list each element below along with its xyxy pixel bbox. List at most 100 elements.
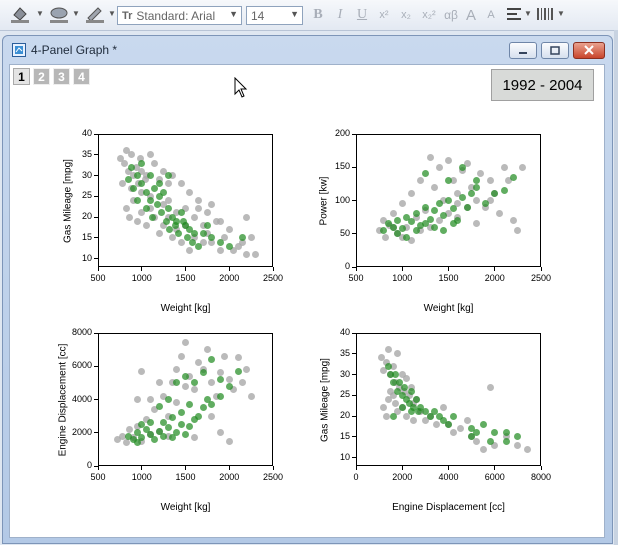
- data-point: [122, 205, 130, 213]
- y-tick-label: 40: [339, 327, 350, 337]
- data-point: [164, 180, 172, 188]
- y-tick-label: 20: [81, 211, 92, 222]
- data-point: [514, 433, 522, 441]
- graph-window-icon: [12, 43, 26, 57]
- shrink-font-button[interactable]: A: [487, 9, 495, 21]
- data-point: [125, 432, 133, 440]
- data-point: [138, 437, 146, 445]
- layer-tab-2[interactable]: 2: [33, 68, 50, 85]
- data-point: [482, 200, 489, 208]
- x-tick-label: 500: [348, 273, 364, 283]
- fill-color-button[interactable]: [4, 4, 36, 26]
- y-tick: [94, 365, 98, 367]
- data-point: [445, 210, 452, 218]
- x-tick-label: 1500: [175, 472, 196, 482]
- font-size-value: 14: [251, 8, 265, 23]
- layer-tab-4[interactable]: 4: [73, 68, 90, 85]
- data-point: [472, 177, 480, 185]
- y-tick-label: 0: [86, 460, 92, 470]
- data-point: [440, 404, 448, 412]
- window-titlebar[interactable]: 4-Panel Graph *: [3, 36, 612, 64]
- data-point: [190, 379, 198, 387]
- data-point: [164, 213, 172, 221]
- y-tick: [352, 436, 356, 438]
- data-point: [208, 412, 216, 420]
- plot-area[interactable]: [356, 333, 541, 466]
- y-tick-label: 200: [334, 128, 350, 138]
- data-point: [514, 226, 522, 234]
- line-color-button[interactable]: [82, 4, 108, 26]
- data-point: [398, 233, 406, 241]
- data-point: [155, 180, 163, 188]
- data-point: [435, 163, 443, 171]
- barcode-button[interactable]: [535, 4, 555, 26]
- y-tick-label: 15: [81, 231, 92, 242]
- y-tick: [352, 332, 356, 334]
- pattern-button[interactable]: [46, 4, 72, 26]
- restore-icon: [550, 42, 560, 60]
- data-point: [449, 177, 457, 185]
- data-point: [435, 200, 443, 208]
- italic-button[interactable]: I: [337, 7, 343, 22]
- minimize-button[interactable]: [509, 42, 537, 59]
- data-point: [175, 230, 182, 238]
- data-point: [479, 445, 487, 453]
- data-point: [138, 367, 146, 375]
- y-tick-label: 30: [339, 368, 350, 379]
- y-tick-label: 0: [344, 261, 350, 271]
- data-point: [445, 177, 452, 185]
- chevron-down-icon[interactable]: ▼: [36, 9, 44, 18]
- close-button[interactable]: [573, 42, 605, 59]
- y-tick-label: 4000: [71, 393, 92, 404]
- chevron-down-icon[interactable]: ▼: [557, 9, 565, 18]
- plot-area[interactable]: [98, 134, 273, 267]
- data-point: [142, 188, 150, 196]
- restore-button[interactable]: [541, 42, 569, 59]
- chevron-down-icon[interactable]: ▼: [108, 9, 116, 18]
- chevron-down-icon[interactable]: ▼: [72, 9, 80, 18]
- data-point: [190, 234, 198, 242]
- data-point: [168, 172, 176, 180]
- chevron-down-icon[interactable]: ▼: [524, 9, 532, 18]
- layer-tab-3[interactable]: 3: [53, 68, 70, 85]
- graph-page[interactable]: 1 2 3 4 1992 - 2004 500 1000 1500 2000 2500 1…: [9, 64, 605, 538]
- data-point: [440, 197, 448, 204]
- data-point: [396, 379, 404, 387]
- data-point: [468, 190, 476, 198]
- data-point: [394, 350, 402, 358]
- font-size-dropdown[interactable]: 14 ▼: [246, 6, 303, 25]
- y-tick: [94, 133, 98, 135]
- plot-area[interactable]: [98, 333, 273, 466]
- right-edge-scrollbar[interactable]: [614, 30, 618, 545]
- data-point: [148, 213, 156, 221]
- data-point: [142, 425, 150, 433]
- data-point: [243, 251, 251, 259]
- y-tick-label: 20: [339, 410, 350, 421]
- data-point: [247, 392, 255, 400]
- y-tick-label: 2000: [71, 426, 92, 437]
- data-point: [164, 197, 172, 204]
- superscript-button[interactable]: x²: [379, 9, 389, 21]
- y-tick-label: 25: [81, 190, 92, 201]
- data-point: [472, 429, 480, 437]
- x-tick: [448, 267, 449, 271]
- barcode-icon: [537, 7, 553, 23]
- greek-button[interactable]: αβ: [444, 8, 458, 22]
- grow-font-button[interactable]: A: [465, 6, 476, 24]
- font-name-dropdown[interactable]: Tr Standard: Arial ▼: [117, 6, 242, 25]
- data-point: [182, 339, 189, 347]
- data-point: [133, 396, 141, 403]
- year-range-label[interactable]: 1992 - 2004: [491, 69, 594, 101]
- underline-button[interactable]: U: [356, 7, 368, 22]
- subscript-button[interactable]: x₂: [401, 9, 411, 21]
- data-point: [472, 197, 480, 204]
- data-point: [234, 367, 242, 375]
- data-point: [505, 177, 513, 185]
- supersub-button[interactable]: x₂²: [422, 9, 436, 21]
- x-tick-label: 0: [353, 472, 359, 482]
- data-point: [431, 408, 439, 416]
- layer-tab-1[interactable]: 1: [13, 68, 30, 85]
- data-point: [398, 371, 406, 379]
- bold-button[interactable]: B: [313, 7, 323, 22]
- align-button[interactable]: [505, 4, 523, 26]
